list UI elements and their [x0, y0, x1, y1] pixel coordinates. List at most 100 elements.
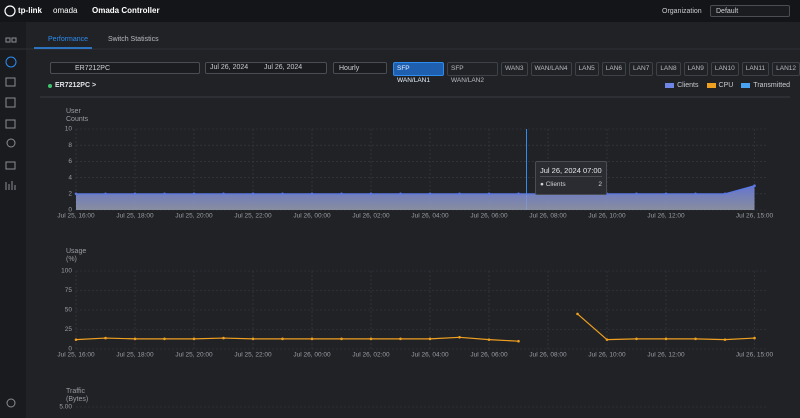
point	[458, 192, 461, 196]
point	[723, 338, 727, 341]
sidebar	[0, 22, 26, 418]
device-link[interactable]: ER7212PC >	[55, 82, 97, 89]
y-tick-label: 0	[68, 207, 72, 214]
x-tick-label: Jul 26, 08:00	[529, 352, 567, 359]
port-tab[interactable]: LAN5	[574, 62, 599, 76]
y-axis-title: Traffic (Bytes)	[66, 388, 89, 403]
x-tick-label: Jul 26, 12:00	[647, 352, 685, 359]
x-tick-label: Jul 26, 00:00	[293, 352, 331, 359]
tooltip-label: ● Clients	[540, 181, 566, 188]
top-bar	[0, 0, 800, 22]
icon[interactable]	[6, 138, 16, 148]
org-select[interactable]: Default	[710, 5, 790, 17]
legend-item[interactable]: CPU	[706, 82, 734, 89]
port-tab[interactable]: LAN8	[656, 62, 681, 76]
area	[76, 185, 755, 210]
legend-item[interactable]: Transmitted	[741, 82, 790, 89]
y-tick-label: 0	[68, 346, 72, 353]
point	[487, 338, 491, 341]
point	[310, 192, 314, 196]
legend-label: CPU	[718, 82, 734, 89]
y-tick-label: 100	[61, 268, 72, 275]
port-tab[interactable]: WAN/LAN4	[530, 62, 572, 76]
port-tab[interactable]: LAN9	[683, 62, 708, 76]
point	[340, 337, 343, 341]
y-tick-label: 10	[65, 126, 73, 133]
point	[517, 192, 520, 196]
icon[interactable]	[5, 119, 16, 129]
y-tick-label: 4	[68, 174, 72, 181]
point	[74, 338, 78, 341]
icon[interactable]	[11, 37, 17, 43]
tooltip-series: Clients	[545, 181, 566, 188]
app-title: Omada Controller	[92, 6, 160, 15]
port-tab[interactable]: LAN6	[601, 62, 627, 76]
port-tab[interactable]: WAN3	[500, 62, 528, 76]
icon[interactable]	[5, 77, 16, 87]
port-tab[interactable]: SFP WAN/LAN2	[446, 62, 498, 84]
legend: Clients CPU Transmitted	[665, 82, 790, 89]
point	[399, 192, 402, 196]
point	[310, 337, 314, 341]
port-tab[interactable]: LAN10	[710, 62, 739, 76]
icon[interactable]	[5, 37, 11, 43]
device-select[interactable]: ER7212PC	[50, 62, 200, 74]
tooltip-title: Jul 26, 2024 07:00	[540, 166, 602, 175]
tab[interactable]: Switch Statistics	[108, 36, 159, 43]
point	[723, 192, 727, 196]
y-tick-label: 6	[68, 158, 72, 165]
tab-active[interactable]: Performance	[48, 36, 89, 43]
date-range[interactable]	[205, 62, 327, 74]
point	[192, 192, 196, 196]
y-tick-label: 75	[65, 287, 73, 294]
point	[163, 192, 166, 196]
point	[163, 337, 166, 341]
point	[251, 337, 255, 341]
sidebar-icons	[5, 37, 17, 408]
x-tick-label: Jul 25, 18:00	[116, 352, 154, 359]
date-from: Jul 26, 2024	[210, 64, 249, 71]
point	[458, 336, 461, 339]
logo-icon	[4, 5, 16, 17]
y-tick-label: 25	[65, 326, 73, 333]
x-tick-label: Jul 25, 20:00	[175, 213, 213, 220]
icon[interactable]	[5, 161, 16, 170]
x-tick-label: Jul 25, 20:00	[175, 352, 213, 359]
legend-swatch	[706, 83, 716, 88]
icon[interactable]	[6, 398, 16, 408]
legend-item[interactable]: Clients	[665, 82, 699, 89]
point	[399, 337, 402, 341]
point	[753, 184, 756, 187]
x-tick-label: Jul 26, 06:00	[470, 213, 508, 220]
brand: tp-link	[18, 6, 42, 15]
x-tick-label: Jul 26, 02:00	[352, 352, 390, 359]
icon[interactable]	[5, 56, 17, 68]
icon[interactable]	[5, 181, 16, 190]
point	[192, 337, 196, 341]
point	[605, 338, 609, 341]
point	[74, 192, 78, 196]
port-tab[interactable]: LAN12	[772, 62, 800, 76]
point	[635, 192, 638, 196]
x-tick-label: Jul 25, 22:00	[234, 352, 272, 359]
port-tab[interactable]: LAN11	[741, 62, 770, 76]
point	[281, 337, 284, 341]
interval-select[interactable]: Hourly	[333, 62, 387, 74]
point	[104, 192, 107, 196]
x-tick-label: Jul 26, 04:00	[411, 352, 449, 359]
point	[487, 192, 491, 196]
x-tick-label: Jul 25, 22:00	[234, 213, 272, 220]
icon[interactable]	[5, 97, 16, 108]
point	[281, 192, 284, 196]
point	[694, 337, 697, 341]
point	[133, 192, 137, 196]
point	[664, 337, 668, 341]
port-tab[interactable]: SFP WAN/LAN1	[393, 62, 444, 84]
x-tick-label: Jul 26, 10:00	[588, 352, 626, 359]
point	[694, 192, 697, 196]
y-tick-label: 5.00	[59, 404, 72, 411]
port-tab[interactable]: LAN7	[629, 62, 654, 76]
point	[251, 192, 255, 196]
org-label: Organization	[662, 8, 702, 15]
